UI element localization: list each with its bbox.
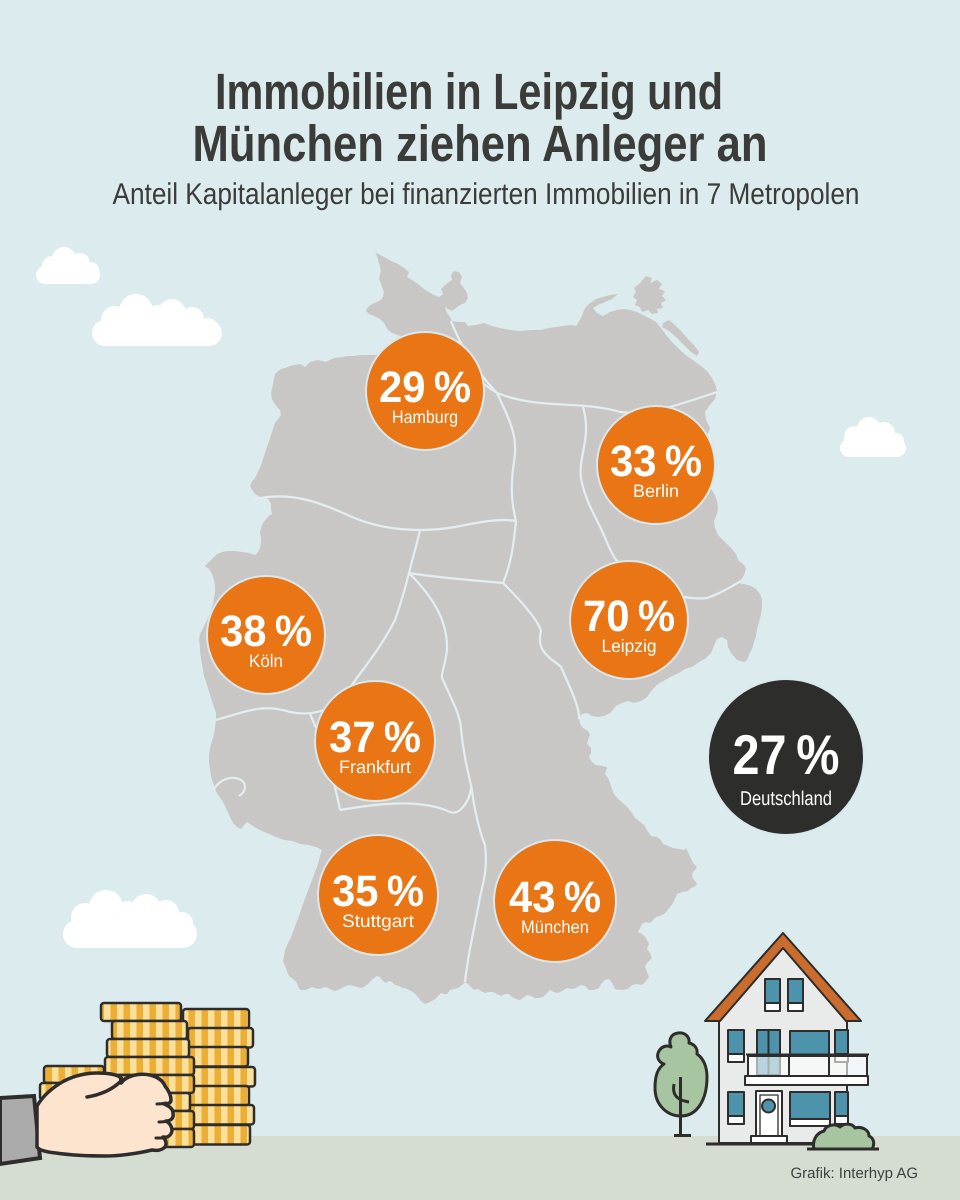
svg-text:Berlin: Berlin (633, 481, 679, 501)
svg-text:27 %: 27 % (733, 723, 840, 786)
svg-text:33 %: 33 % (610, 437, 702, 486)
svg-text:29 %: 29 % (379, 363, 471, 412)
svg-text:43 %: 43 % (509, 873, 601, 922)
svg-text:37 %: 37 % (329, 713, 421, 762)
svg-text:Grafik: Interhyp AG: Grafik: Interhyp AG (790, 1165, 918, 1182)
svg-text:München ziehen Anleger an: München ziehen Anleger an (193, 115, 768, 172)
svg-text:Anteil Kapitalanleger bei fina: Anteil Kapitalanleger bei finanzierten I… (113, 178, 860, 211)
svg-text:Immobilien in Leipzig und: Immobilien in Leipzig und (215, 63, 723, 120)
svg-text:35 %: 35 % (332, 867, 424, 916)
svg-text:Köln: Köln (249, 651, 283, 671)
svg-text:Frankfurt: Frankfurt (339, 757, 411, 777)
svg-text:Leipzig: Leipzig (602, 636, 657, 656)
svg-text:70 %: 70 % (583, 592, 675, 641)
svg-text:38 %: 38 % (220, 607, 312, 656)
svg-text:München: München (521, 917, 589, 937)
svg-text:Deutschland: Deutschland (740, 788, 832, 810)
svg-text:Stuttgart: Stuttgart (342, 911, 414, 931)
svg-text:Hamburg: Hamburg (392, 407, 458, 427)
